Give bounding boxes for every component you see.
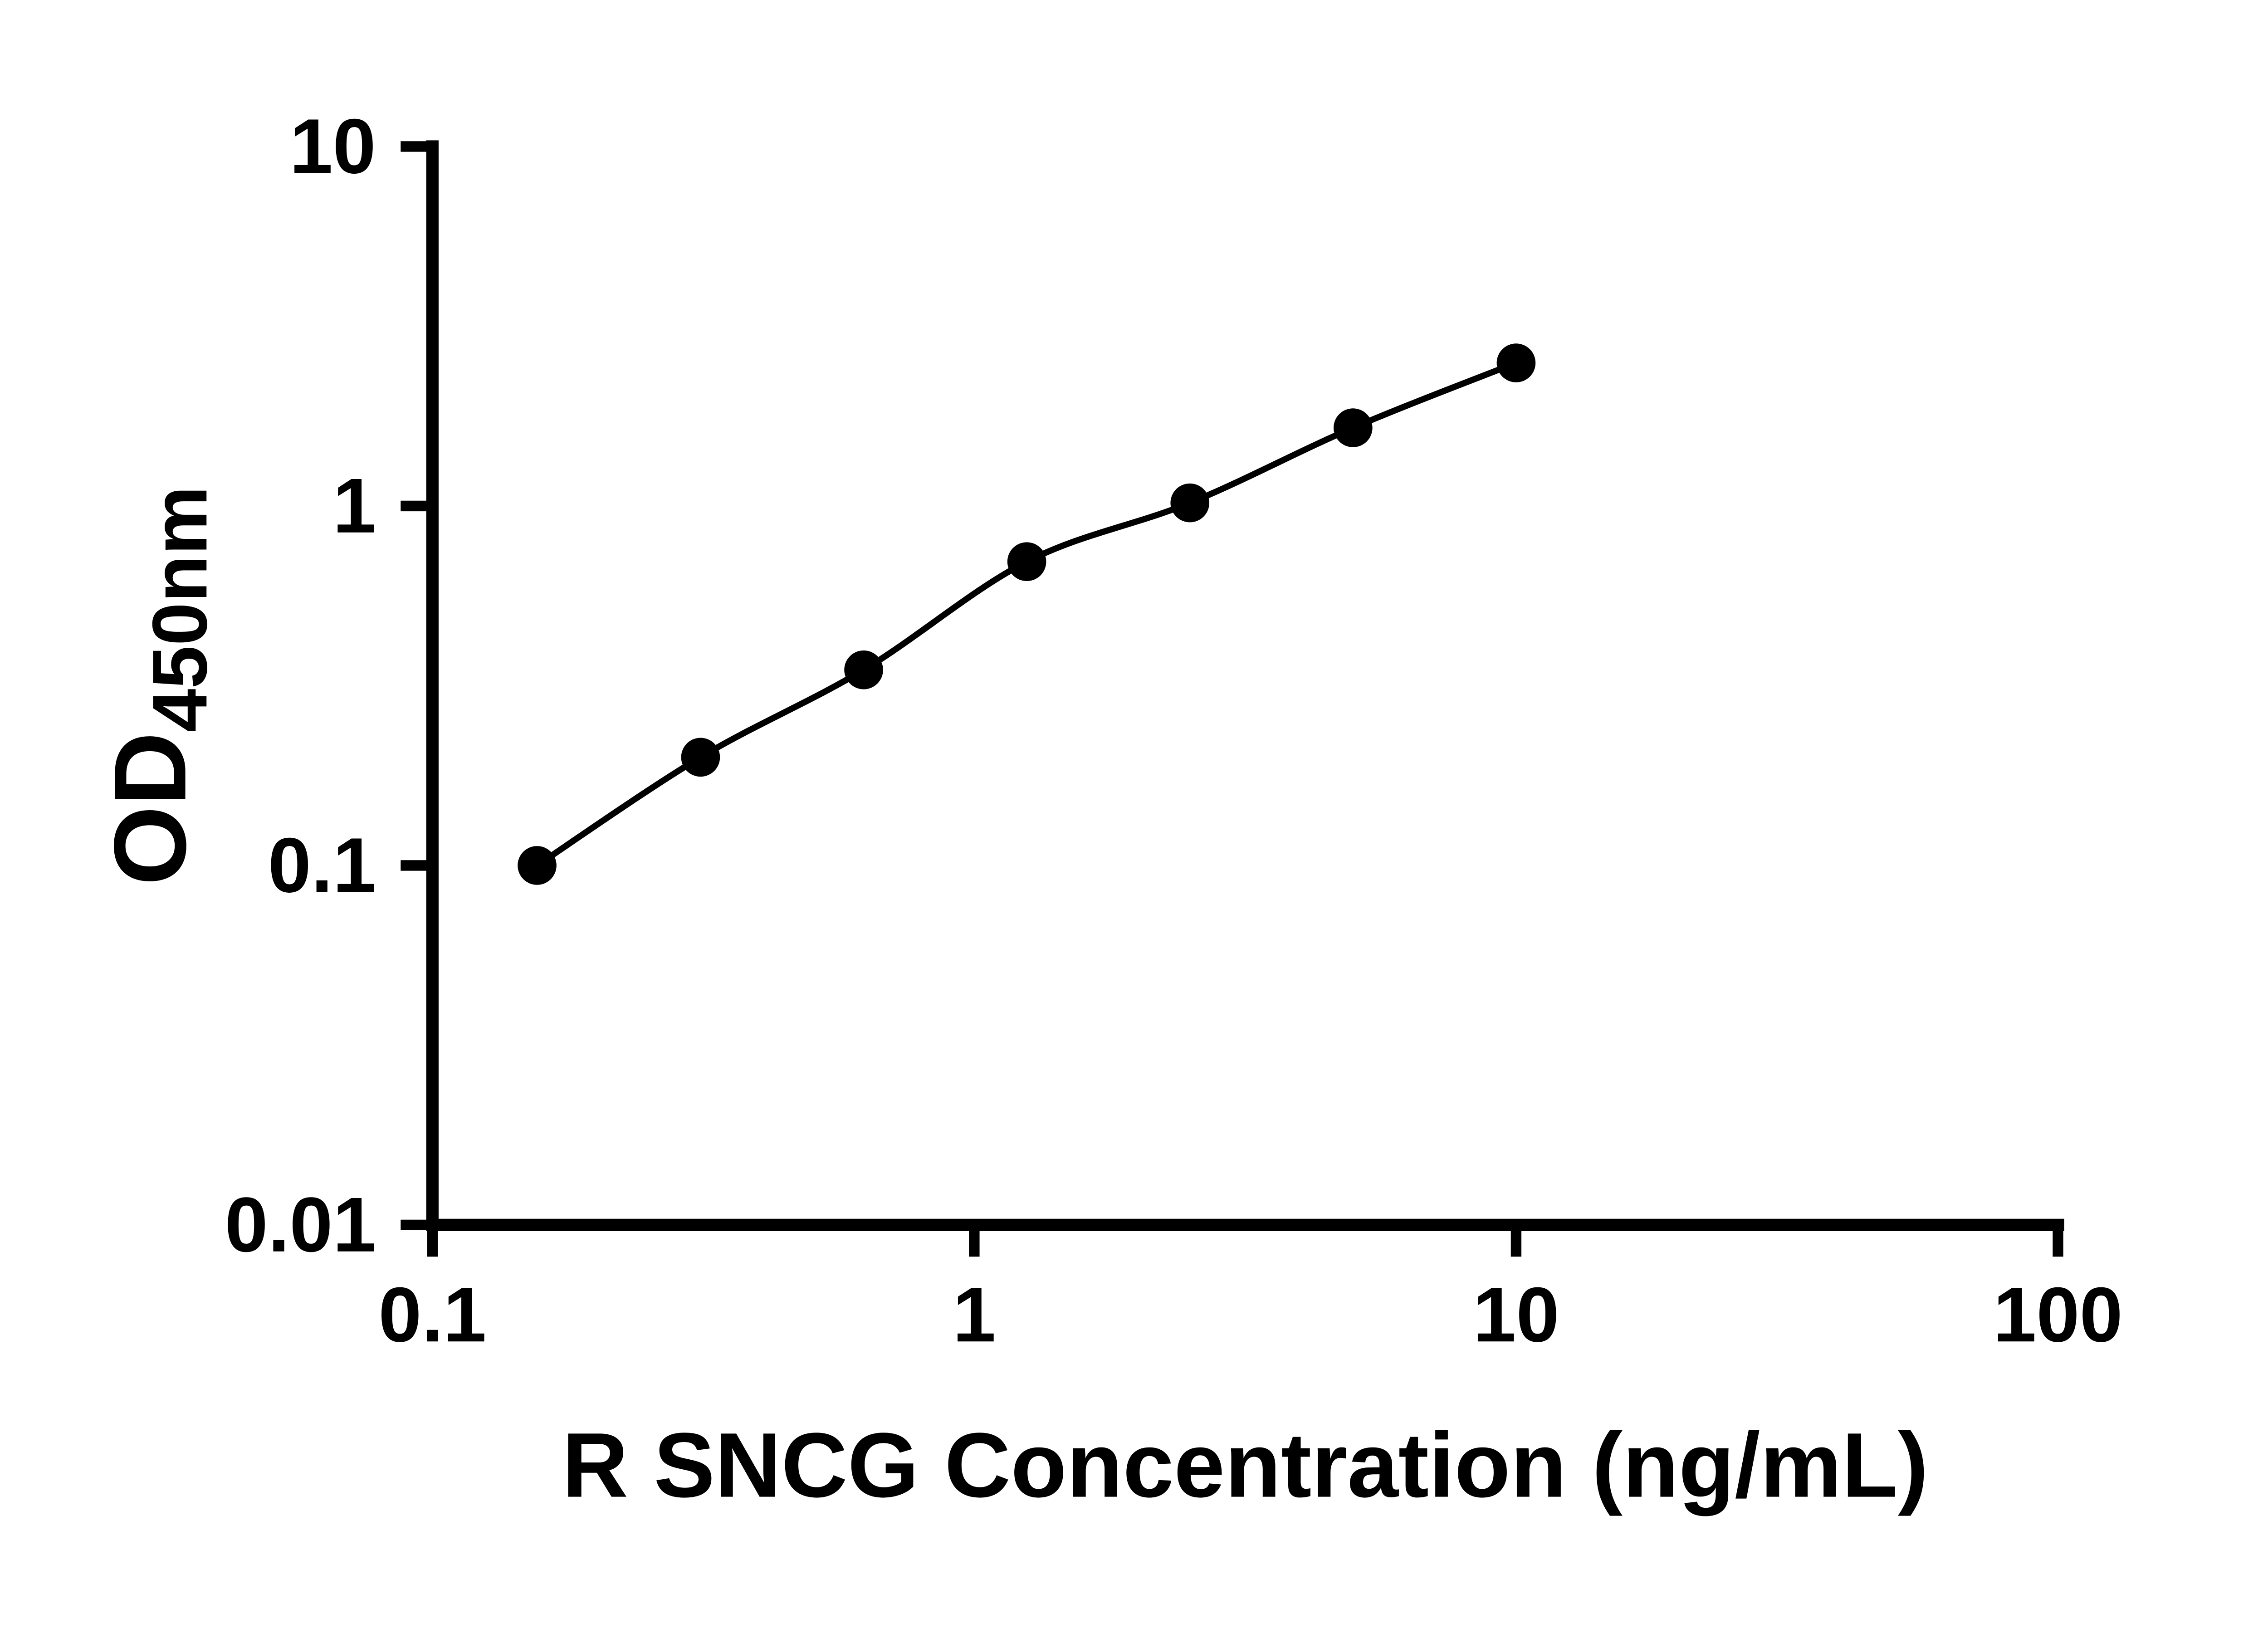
y-tick-label: 10 <box>289 103 376 190</box>
data-point <box>1334 408 1373 447</box>
data-point <box>518 846 557 885</box>
x-tick-label: 1 <box>953 1271 996 1358</box>
x-axis-title: R SNCG Concentration (ng/mL) <box>562 1414 1928 1516</box>
data-point <box>844 650 883 689</box>
data-point <box>1007 542 1046 581</box>
x-tick-label: 10 <box>1473 1271 1559 1358</box>
y-tick-label: 1 <box>333 463 376 549</box>
axis-spines <box>426 140 2064 1232</box>
x-tick-label: 0.1 <box>378 1271 486 1358</box>
data-point <box>681 738 720 777</box>
y-tick-label: 0.1 <box>268 822 376 909</box>
x-tick-label: 100 <box>1993 1271 2123 1358</box>
data-point <box>1170 483 1210 523</box>
y-tick-label: 0.01 <box>225 1182 376 1268</box>
y-axis-title: OD450nm <box>93 486 224 885</box>
elisa-standard-curve-figure: 0.1 1 10 100 0.01 0.1 1 10 R SNCG Concentration … <box>93 103 2123 1516</box>
data-point <box>1496 343 1536 382</box>
